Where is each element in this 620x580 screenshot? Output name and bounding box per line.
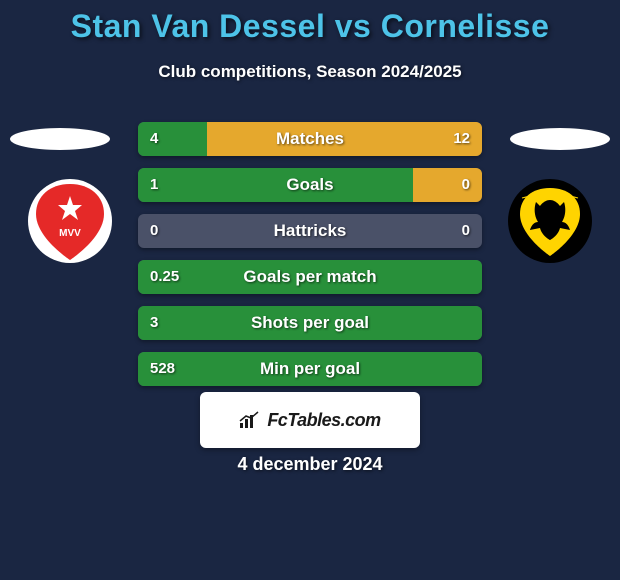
stat-value-right: 0	[462, 214, 470, 248]
stat-label: Min per goal	[138, 352, 482, 386]
player-left-placeholder	[10, 128, 110, 150]
stat-row: Matches4 12	[138, 122, 482, 156]
page-title: Stan Van Dessel vs Cornelisse	[0, 8, 620, 45]
stat-value-right: 12	[453, 122, 470, 156]
stat-value-left: 0.25	[150, 260, 179, 294]
brand-icon	[239, 411, 261, 429]
club-badge-right: VITESSE	[500, 178, 600, 264]
badge-right-text: VITESSE	[535, 191, 565, 198]
stat-value-left: 3	[150, 306, 158, 340]
stat-label: Hattricks	[138, 214, 482, 248]
stat-bars: Matches412Goals10Hattricks00Goals per ma…	[138, 122, 482, 398]
brand-card: FcTables.com	[200, 392, 420, 448]
comparison-infographic: Stan Van Dessel vs Cornelisse Club compe…	[0, 0, 620, 580]
player-right-placeholder	[510, 128, 610, 150]
stat-value-left: 0	[150, 214, 158, 248]
date: 4 december 2024	[0, 454, 620, 475]
stat-label: Goals per match	[138, 260, 482, 294]
brand-text: FcTables.com	[267, 410, 380, 431]
stat-row: Goals per match0.25	[138, 260, 482, 294]
stat-row: Shots per goal3	[138, 306, 482, 340]
stat-label: Goals	[138, 168, 482, 202]
stat-value-right: 0	[462, 168, 470, 202]
stat-row: Goals1 0	[138, 168, 482, 202]
stat-value-left: 528	[150, 352, 175, 386]
stat-label: Shots per goal	[138, 306, 482, 340]
club-badge-left: MVV	[20, 178, 120, 264]
stat-value-left: 4	[150, 122, 158, 156]
stat-row: Min per goal528	[138, 352, 482, 386]
badge-left-text: MVV	[59, 228, 81, 239]
stat-value-left: 1	[150, 168, 158, 202]
stat-label: Matches	[138, 122, 482, 156]
stat-row: Hattricks0 0	[138, 214, 482, 248]
subtitle: Club competitions, Season 2024/2025	[0, 62, 620, 82]
